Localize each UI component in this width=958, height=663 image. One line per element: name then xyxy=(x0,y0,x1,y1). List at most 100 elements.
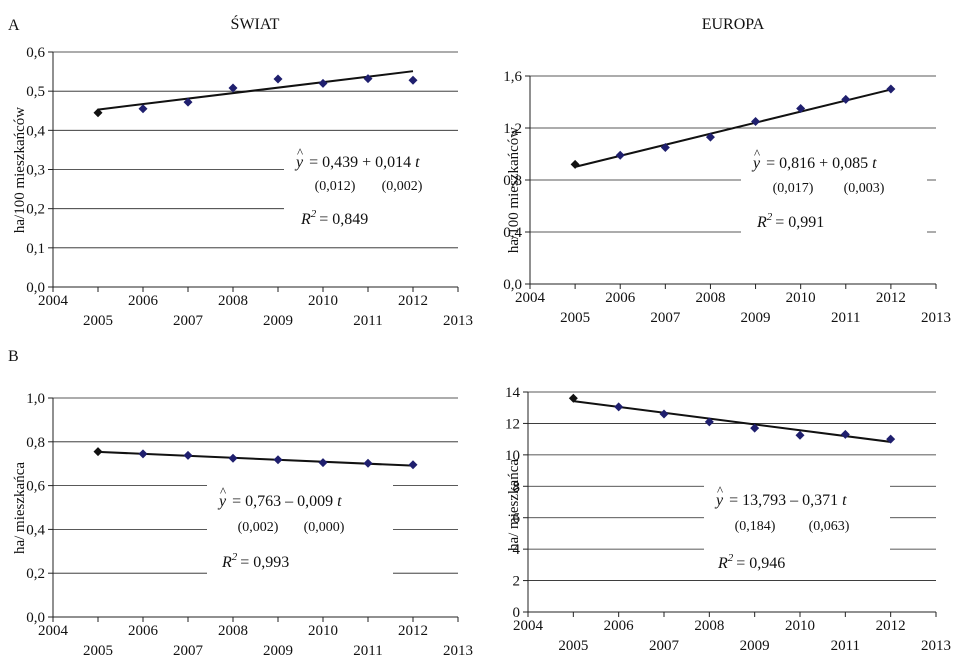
standard-error: (0,063) xyxy=(809,519,850,534)
x-tick-label: 2004 xyxy=(38,293,69,309)
x-tick-label: 2006 xyxy=(128,293,159,309)
data-point xyxy=(570,159,580,169)
x-tick-label: 2007 xyxy=(173,313,204,329)
r-squared: R2 = 0,993 xyxy=(221,551,289,571)
y-tick-label: 0,4 xyxy=(503,225,522,241)
y-tick-label: 0,8 xyxy=(26,435,45,451)
x-tick-label: 2013 xyxy=(921,638,951,654)
section-label-b: B xyxy=(8,348,19,365)
trend-line xyxy=(97,450,414,467)
x-tick-label: 2008 xyxy=(695,290,725,306)
data-point xyxy=(751,117,761,126)
trend-line xyxy=(97,70,414,111)
data-point xyxy=(841,94,851,104)
x-tick-label: 2011 xyxy=(831,310,860,326)
standard-error: (0,002) xyxy=(382,179,423,194)
y-tick-label: 0,0 xyxy=(26,610,45,626)
chart-world_b: ha/ mieszkańca 0,0 0,2 0,4 0,6 0,8 1,0 2004 2006… xyxy=(12,391,473,659)
x-tick-label: 2008 xyxy=(694,618,724,634)
x-tick-label: 2006 xyxy=(128,623,159,639)
chart-world_a: ŚWIAT ha/100 mieszkańców 0,0 0,1 0,2 0,3 0,4 0,… xyxy=(12,14,473,329)
yhat-accent: ^ xyxy=(220,484,226,499)
data-point xyxy=(408,75,418,85)
y-tick-label: 8 xyxy=(513,479,521,495)
y-tick-label: 0,2 xyxy=(26,566,45,582)
x-tick-label: 2012 xyxy=(876,290,906,306)
data-point xyxy=(614,402,624,412)
y-tick-label: 14 xyxy=(505,385,521,401)
x-tick-label: 2004 xyxy=(38,623,69,639)
standard-error: (0,012) xyxy=(315,179,356,194)
standard-error: (0,184) xyxy=(735,519,776,534)
x-tick-label: 2012 xyxy=(876,618,906,634)
x-tick-label: 2013 xyxy=(443,313,473,329)
data-point xyxy=(183,97,193,107)
y-tick-label: 1,0 xyxy=(26,391,45,407)
standard-error: (0,002) xyxy=(238,520,279,535)
regression-equation: y = 0,439 + 0,014 t xyxy=(294,154,420,171)
equation-background xyxy=(284,145,470,232)
data-point xyxy=(704,417,714,427)
equation-background xyxy=(741,146,927,235)
x-tick-label: 2011 xyxy=(353,643,382,659)
x-tick-label: 2011 xyxy=(353,313,382,329)
data-point xyxy=(568,393,578,403)
x-tick-label: 2004 xyxy=(515,290,546,306)
x-tick-label: 2008 xyxy=(218,623,248,639)
x-tick-label: 2009 xyxy=(740,638,770,654)
data-point xyxy=(318,78,328,88)
x-tick-label: 2012 xyxy=(398,623,428,639)
data-point xyxy=(660,143,670,152)
x-tick-label: 2005 xyxy=(83,313,113,329)
data-point xyxy=(228,83,238,93)
section-label-a: A xyxy=(8,17,20,34)
data-point xyxy=(273,455,283,465)
equation-background xyxy=(207,484,393,575)
data-point xyxy=(705,132,715,142)
regression-equation: y = 0,763 – 0,009 t xyxy=(217,493,342,510)
x-tick-label: 2006 xyxy=(605,290,636,306)
data-point xyxy=(659,409,669,419)
data-point xyxy=(93,447,103,457)
y-tick-label: 0,8 xyxy=(503,173,522,189)
data-point xyxy=(93,108,103,118)
data-point xyxy=(363,458,373,468)
regression-equation: y = 0,816 + 0,085 t xyxy=(751,155,877,172)
x-tick-label: 2007 xyxy=(649,638,680,654)
data-point xyxy=(138,449,148,459)
x-tick-label: 2012 xyxy=(398,293,428,309)
y-tick-label: 2 xyxy=(513,574,521,590)
y-tick-label: 0 xyxy=(513,605,521,621)
r-squared: R2 = 0,991 xyxy=(756,211,824,231)
x-tick-label: 2006 xyxy=(604,618,635,634)
x-tick-label: 2004 xyxy=(513,618,544,634)
yhat-accent: ^ xyxy=(754,146,760,161)
x-tick-label: 2009 xyxy=(263,643,293,659)
x-tick-label: 2013 xyxy=(921,310,951,326)
y-axis-label: ha/100 mieszkańców xyxy=(506,127,522,253)
data-point xyxy=(886,84,896,94)
chart-europe_a: EUROPA ha/100 mieszkańców 0,0 0,4 0,8 1,2 1,6 2… xyxy=(503,16,951,326)
y-tick-label: 0,0 xyxy=(26,280,45,296)
y-tick-label: 10 xyxy=(505,448,520,464)
y-tick-label: 12 xyxy=(505,416,520,432)
data-point xyxy=(138,104,148,114)
y-tick-label: 1,6 xyxy=(503,69,522,85)
data-point xyxy=(273,74,283,84)
y-tick-label: 0,2 xyxy=(26,202,45,218)
y-tick-label: 0,5 xyxy=(26,84,45,100)
x-tick-label: 2011 xyxy=(831,638,860,654)
y-tick-label: 0,0 xyxy=(503,277,522,293)
data-point xyxy=(228,453,238,463)
equation-background xyxy=(704,483,890,576)
regression-equation: y = 13,793 – 0,371 t xyxy=(714,492,847,509)
x-tick-label: 2010 xyxy=(308,623,338,639)
r-squared: R2 = 0,849 xyxy=(300,208,368,228)
data-point xyxy=(795,430,805,440)
trend-line xyxy=(573,400,891,443)
x-tick-label: 2010 xyxy=(785,618,815,634)
data-point xyxy=(750,423,760,433)
x-tick-label: 2008 xyxy=(218,293,248,309)
x-tick-label: 2007 xyxy=(173,643,204,659)
